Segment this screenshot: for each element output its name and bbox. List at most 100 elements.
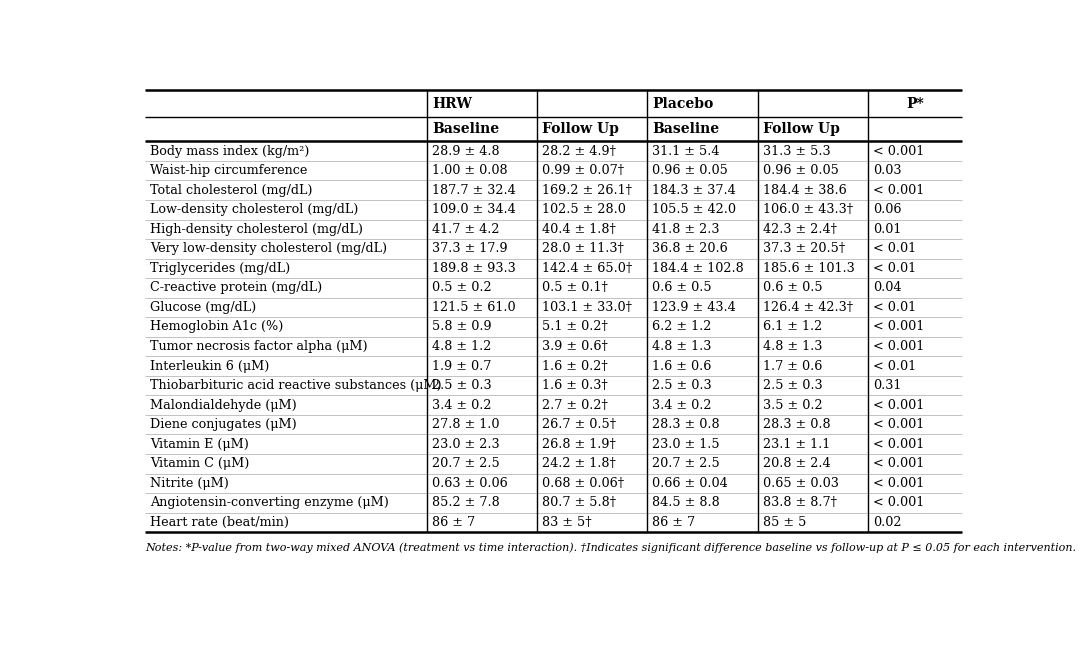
- Text: High-density cholesterol (mg/dL): High-density cholesterol (mg/dL): [150, 223, 363, 236]
- Text: < 0.001: < 0.001: [873, 145, 924, 158]
- Text: 187.7 ± 32.4: 187.7 ± 32.4: [432, 184, 515, 197]
- Text: Heart rate (beat/min): Heart rate (beat/min): [150, 516, 289, 529]
- Text: 0.04: 0.04: [873, 282, 902, 295]
- Text: 0.03: 0.03: [873, 164, 902, 177]
- Text: 28.3 ± 0.8: 28.3 ± 0.8: [762, 418, 831, 431]
- Text: 1.6 ± 0.3†: 1.6 ± 0.3†: [542, 379, 608, 392]
- Text: 4.8 ± 1.3: 4.8 ± 1.3: [762, 340, 822, 353]
- Text: Low-density cholesterol (mg/dL): Low-density cholesterol (mg/dL): [150, 203, 359, 216]
- Text: Body mass index (kg/m²): Body mass index (kg/m²): [150, 145, 310, 158]
- Text: 0.65 ± 0.03: 0.65 ± 0.03: [762, 477, 839, 490]
- Text: Vitamin E (μM): Vitamin E (μM): [150, 437, 249, 450]
- Text: 102.5 ± 28.0: 102.5 ± 28.0: [542, 203, 626, 216]
- Text: < 0.001: < 0.001: [873, 418, 924, 431]
- Text: 86 ± 7: 86 ± 7: [432, 516, 475, 529]
- Text: 27.8 ± 1.0: 27.8 ± 1.0: [432, 418, 499, 431]
- Text: 185.6 ± 101.3: 185.6 ± 101.3: [762, 262, 854, 275]
- Text: < 0.001: < 0.001: [873, 340, 924, 353]
- Text: 1.9 ± 0.7: 1.9 ± 0.7: [432, 360, 491, 373]
- Text: 2.5 ± 0.3: 2.5 ± 0.3: [652, 379, 712, 392]
- Text: 3.9 ± 0.6†: 3.9 ± 0.6†: [542, 340, 608, 353]
- Text: 20.7 ± 2.5: 20.7 ± 2.5: [432, 458, 500, 471]
- Text: 0.68 ± 0.06†: 0.68 ± 0.06†: [542, 477, 624, 490]
- Text: Nitrite (μM): Nitrite (μM): [150, 477, 229, 490]
- Text: < 0.001: < 0.001: [873, 477, 924, 490]
- Text: Follow Up: Follow Up: [542, 123, 619, 136]
- Text: Glucose (mg/dL): Glucose (mg/dL): [150, 301, 256, 314]
- Text: 23.0 ± 2.3: 23.0 ± 2.3: [432, 437, 500, 450]
- Text: 109.0 ± 34.4: 109.0 ± 34.4: [432, 203, 515, 216]
- Text: C-reactive protein (mg/dL): C-reactive protein (mg/dL): [150, 282, 322, 295]
- Text: 126.4 ± 42.3†: 126.4 ± 42.3†: [762, 301, 853, 314]
- Text: 2.5 ± 0.3: 2.5 ± 0.3: [432, 379, 491, 392]
- Text: < 0.001: < 0.001: [873, 184, 924, 197]
- Text: 0.5 ± 0.1†: 0.5 ± 0.1†: [542, 282, 608, 295]
- Text: < 0.01: < 0.01: [873, 242, 916, 255]
- Text: Triglycerides (mg/dL): Triglycerides (mg/dL): [150, 262, 291, 275]
- Text: 0.96 ± 0.05: 0.96 ± 0.05: [652, 164, 728, 177]
- Text: 42.3 ± 2.4†: 42.3 ± 2.4†: [762, 223, 837, 236]
- Text: 80.7 ± 5.8†: 80.7 ± 5.8†: [542, 496, 617, 509]
- Text: 0.63 ± 0.06: 0.63 ± 0.06: [432, 477, 508, 490]
- Text: 6.1 ± 1.2: 6.1 ± 1.2: [762, 321, 822, 334]
- Text: HRW: HRW: [432, 97, 472, 111]
- Text: 20.7 ± 2.5: 20.7 ± 2.5: [652, 458, 720, 471]
- Text: 1.7 ± 0.6: 1.7 ± 0.6: [762, 360, 822, 373]
- Text: 3.4 ± 0.2: 3.4 ± 0.2: [432, 398, 491, 411]
- Text: Angiotensin-converting enzyme (μM): Angiotensin-converting enzyme (μM): [150, 496, 389, 509]
- Text: 6.2 ± 1.2: 6.2 ± 1.2: [652, 321, 712, 334]
- Text: < 0.01: < 0.01: [873, 360, 916, 373]
- Text: 37.3 ± 20.5†: 37.3 ± 20.5†: [762, 242, 845, 255]
- Text: < 0.01: < 0.01: [873, 301, 916, 314]
- Text: 0.01: 0.01: [873, 223, 902, 236]
- Text: Thiobarbituric acid reactive substances (μM): Thiobarbituric acid reactive substances …: [150, 379, 442, 392]
- Text: Hemoglobin A1c (%): Hemoglobin A1c (%): [150, 321, 283, 334]
- Text: 31.3 ± 5.3: 31.3 ± 5.3: [762, 145, 831, 158]
- Text: 0.96 ± 0.05: 0.96 ± 0.05: [762, 164, 839, 177]
- Text: 1.6 ± 0.2†: 1.6 ± 0.2†: [542, 360, 608, 373]
- Text: 0.99 ± 0.07†: 0.99 ± 0.07†: [542, 164, 624, 177]
- Text: 3.4 ± 0.2: 3.4 ± 0.2: [652, 398, 712, 411]
- Text: 106.0 ± 43.3†: 106.0 ± 43.3†: [762, 203, 853, 216]
- Text: 20.8 ± 2.4: 20.8 ± 2.4: [762, 458, 831, 471]
- Text: 24.2 ± 1.8†: 24.2 ± 1.8†: [542, 458, 616, 471]
- Text: 184.4 ± 38.6: 184.4 ± 38.6: [762, 184, 847, 197]
- Text: Notes: *P-value from two-way mixed ANOVA (treatment vs time interaction). †Indic: Notes: *P-value from two-way mixed ANOVA…: [145, 543, 1076, 553]
- Text: Interleukin 6 (μM): Interleukin 6 (μM): [150, 360, 269, 373]
- Text: Placebo: Placebo: [652, 97, 714, 111]
- Text: 0.5 ± 0.2: 0.5 ± 0.2: [432, 282, 491, 295]
- Text: 26.7 ± 0.5†: 26.7 ± 0.5†: [542, 418, 617, 431]
- Text: Diene conjugates (μM): Diene conjugates (μM): [150, 418, 297, 431]
- Text: 2.5 ± 0.3: 2.5 ± 0.3: [762, 379, 822, 392]
- Text: 23.1 ± 1.1: 23.1 ± 1.1: [762, 437, 831, 450]
- Text: Total cholesterol (mg/dL): Total cholesterol (mg/dL): [150, 184, 312, 197]
- Text: Malondialdehyde (μM): Malondialdehyde (μM): [150, 398, 297, 411]
- Text: 189.8 ± 93.3: 189.8 ± 93.3: [432, 262, 515, 275]
- Text: P*: P*: [906, 97, 923, 111]
- Text: 31.1 ± 5.4: 31.1 ± 5.4: [652, 145, 720, 158]
- Text: 4.8 ± 1.2: 4.8 ± 1.2: [432, 340, 491, 353]
- Text: 5.1 ± 0.2†: 5.1 ± 0.2†: [542, 321, 608, 334]
- Text: 184.4 ± 102.8: 184.4 ± 102.8: [652, 262, 744, 275]
- Text: < 0.001: < 0.001: [873, 496, 924, 509]
- Text: 84.5 ± 8.8: 84.5 ± 8.8: [652, 496, 720, 509]
- Text: 169.2 ± 26.1†: 169.2 ± 26.1†: [542, 184, 632, 197]
- Text: Baseline: Baseline: [432, 123, 499, 136]
- Text: < 0.001: < 0.001: [873, 458, 924, 471]
- Text: 83.8 ± 8.7†: 83.8 ± 8.7†: [762, 496, 837, 509]
- Text: 86 ± 7: 86 ± 7: [652, 516, 696, 529]
- Text: 105.5 ± 42.0: 105.5 ± 42.0: [652, 203, 737, 216]
- Text: 121.5 ± 61.0: 121.5 ± 61.0: [432, 301, 515, 314]
- Text: 184.3 ± 37.4: 184.3 ± 37.4: [652, 184, 737, 197]
- Text: 41.7 ± 4.2: 41.7 ± 4.2: [432, 223, 499, 236]
- Text: 5.8 ± 0.9: 5.8 ± 0.9: [432, 321, 491, 334]
- Text: < 0.01: < 0.01: [873, 262, 916, 275]
- Text: 1.00 ± 0.08: 1.00 ± 0.08: [432, 164, 508, 177]
- Text: < 0.001: < 0.001: [873, 321, 924, 334]
- Text: 142.4 ± 65.0†: 142.4 ± 65.0†: [542, 262, 633, 275]
- Text: 0.6 ± 0.5: 0.6 ± 0.5: [762, 282, 822, 295]
- Text: Waist-hip circumference: Waist-hip circumference: [150, 164, 308, 177]
- Text: Follow Up: Follow Up: [762, 123, 839, 136]
- Text: 2.7 ± 0.2†: 2.7 ± 0.2†: [542, 398, 608, 411]
- Text: 1.6 ± 0.6: 1.6 ± 0.6: [652, 360, 712, 373]
